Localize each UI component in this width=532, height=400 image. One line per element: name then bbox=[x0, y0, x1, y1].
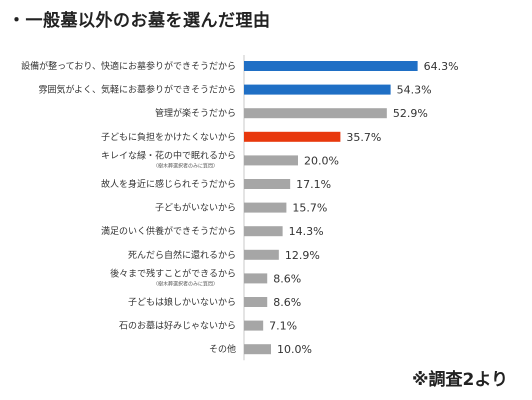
bar bbox=[244, 344, 271, 355]
data-label: 7.1% bbox=[269, 320, 297, 333]
data-label: 35.7% bbox=[346, 131, 381, 144]
bar bbox=[244, 131, 341, 142]
category-label: 死んだら自然に還れるから bbox=[128, 249, 236, 261]
category-label: キレイな緑・花の中で眠れるから bbox=[101, 149, 236, 161]
bar bbox=[244, 297, 268, 307]
data-label: 12.9% bbox=[285, 249, 320, 262]
category-note: （樹木葬選択者のみに質問） bbox=[153, 162, 218, 169]
bar bbox=[244, 108, 387, 119]
data-label: 8.6% bbox=[273, 296, 301, 309]
bar bbox=[244, 202, 287, 213]
source-note: ※調査2より bbox=[411, 370, 508, 390]
bar bbox=[244, 179, 291, 189]
data-label: 20.0% bbox=[304, 154, 339, 167]
category-label: 雰囲気がよく、気軽にお墓参りができそうだから bbox=[38, 84, 236, 96]
category-label: 子どもは娘しかいないから bbox=[128, 296, 236, 308]
bar bbox=[244, 84, 391, 95]
bar bbox=[244, 249, 279, 260]
data-label: 52.9% bbox=[393, 107, 428, 120]
data-label: 14.3% bbox=[289, 225, 324, 238]
category-label: 子どもに負担をかけたくないから bbox=[101, 131, 236, 143]
data-label: 10.0% bbox=[277, 343, 312, 356]
category-label: 子どもがいないから bbox=[155, 202, 236, 214]
bar bbox=[244, 226, 283, 237]
category-label: 故人を身近に感じられそうだから bbox=[101, 178, 236, 190]
chart-title: ・一般墓以外のお墓を選んだ理由 bbox=[8, 11, 271, 31]
bar bbox=[244, 61, 418, 71]
category-label: 設備が整っており、快適にお墓参りができそうだから bbox=[21, 60, 236, 72]
data-label: 8.6% bbox=[273, 272, 301, 285]
category-label: 後々まで残すことができるから bbox=[110, 267, 236, 279]
category-note: （樹木葬選択者のみに質問） bbox=[153, 280, 218, 287]
category-label: その他 bbox=[209, 343, 236, 355]
bar bbox=[244, 320, 264, 331]
bar bbox=[244, 273, 268, 284]
data-label: 64.3% bbox=[424, 60, 459, 73]
data-label: 17.1% bbox=[296, 178, 331, 191]
data-label: 54.3% bbox=[397, 84, 432, 97]
data-label: 15.7% bbox=[292, 202, 327, 215]
category-label: 満足のいく供養ができそうだから bbox=[101, 225, 236, 237]
category-label: 石のお墓は好みじゃないから bbox=[119, 320, 236, 332]
bar bbox=[244, 155, 298, 166]
category-label: 管理が楽そうだから bbox=[155, 107, 236, 119]
